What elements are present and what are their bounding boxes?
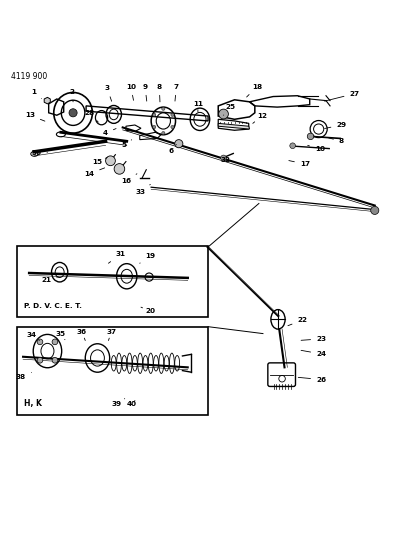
Circle shape [171, 125, 174, 128]
Text: 32: 32 [220, 157, 230, 163]
Polygon shape [44, 98, 50, 104]
Text: 25: 25 [224, 104, 235, 115]
Text: 35: 35 [56, 330, 66, 340]
Text: P. D. V. C. E. T.: P. D. V. C. E. T. [24, 303, 82, 309]
Text: 17: 17 [289, 160, 310, 167]
Circle shape [37, 339, 43, 345]
Text: 28: 28 [84, 110, 98, 122]
Text: 34: 34 [26, 332, 39, 341]
Text: 6: 6 [168, 144, 176, 154]
Circle shape [171, 113, 174, 116]
Text: 10: 10 [308, 146, 325, 152]
Text: 24: 24 [301, 350, 326, 357]
Circle shape [307, 133, 314, 140]
Text: 19: 19 [140, 253, 155, 263]
Circle shape [221, 155, 226, 161]
Circle shape [114, 164, 125, 174]
Circle shape [162, 132, 165, 135]
Circle shape [52, 358, 58, 363]
Circle shape [153, 125, 156, 128]
Text: 13: 13 [25, 112, 45, 121]
Text: 21: 21 [41, 277, 58, 282]
Text: 26: 26 [298, 376, 326, 383]
Circle shape [52, 339, 58, 345]
Text: 4119 900: 4119 900 [11, 72, 47, 81]
Circle shape [153, 113, 156, 116]
Text: 30: 30 [31, 150, 48, 157]
Circle shape [162, 107, 165, 110]
Text: 15: 15 [92, 158, 107, 165]
Text: 16: 16 [121, 174, 137, 184]
Text: 14: 14 [84, 168, 104, 177]
Bar [17, 246, 208, 317]
Circle shape [290, 143, 295, 149]
Circle shape [175, 140, 183, 148]
Text: 38: 38 [16, 373, 31, 380]
Text: 8: 8 [157, 84, 162, 102]
Text: 23: 23 [301, 336, 326, 342]
Circle shape [69, 109, 77, 117]
Text: 33: 33 [136, 184, 150, 196]
Text: 20: 20 [141, 307, 155, 314]
Circle shape [37, 358, 43, 363]
Text: 12: 12 [253, 113, 267, 123]
Text: 22: 22 [288, 317, 307, 326]
Text: 7: 7 [174, 84, 179, 101]
Circle shape [219, 109, 228, 119]
Text: 37: 37 [106, 329, 116, 341]
Bar [17, 327, 208, 415]
Text: 39: 39 [111, 399, 125, 407]
Text: 2: 2 [69, 88, 74, 102]
Text: 1: 1 [31, 88, 41, 99]
Circle shape [106, 156, 115, 166]
Text: 29: 29 [325, 122, 346, 128]
Text: 9: 9 [142, 84, 148, 101]
Text: 31: 31 [109, 251, 126, 263]
Polygon shape [218, 123, 250, 129]
Text: 40: 40 [126, 401, 137, 407]
Text: 3: 3 [105, 85, 112, 101]
Text: 5: 5 [121, 140, 132, 148]
Text: H, K: H, K [24, 399, 42, 408]
Text: 8: 8 [329, 138, 344, 144]
Text: 11: 11 [193, 101, 203, 112]
Circle shape [371, 206, 379, 214]
Text: 36: 36 [77, 329, 87, 341]
Text: 18: 18 [246, 84, 262, 97]
Text: 4: 4 [103, 128, 116, 136]
Text: 27: 27 [325, 91, 359, 101]
Text: 10: 10 [126, 84, 136, 100]
